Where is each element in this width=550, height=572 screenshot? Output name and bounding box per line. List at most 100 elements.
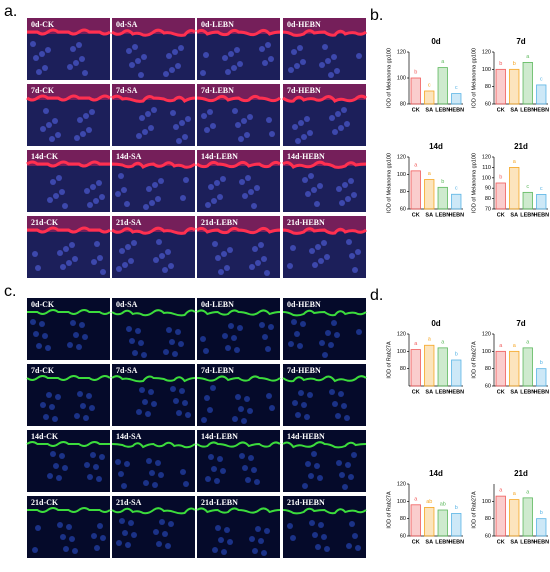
stain-line	[27, 507, 111, 513]
nucleus	[309, 520, 315, 526]
nucleus	[40, 402, 46, 408]
nucleus	[238, 136, 244, 142]
nucleus	[63, 546, 69, 552]
nucleus	[208, 454, 214, 460]
nucleus	[294, 331, 300, 337]
chart-title: 7d	[516, 319, 525, 328]
panel-letter: a.	[4, 3, 17, 20]
x-tick-label: SA	[510, 539, 518, 545]
nucleus	[207, 109, 213, 115]
y-tick-label: 80	[400, 366, 406, 372]
nucleus	[135, 328, 141, 334]
micrograph	[112, 430, 195, 492]
nucleus	[35, 265, 41, 271]
nucleus	[244, 396, 250, 402]
y-tick-label: 80	[485, 366, 491, 372]
bar	[424, 344, 435, 387]
y-axis-label: IOD of Rab27A	[386, 341, 392, 379]
nucleus	[231, 65, 237, 71]
nucleus	[182, 134, 188, 140]
image-label: 7d-SA	[116, 366, 138, 375]
nucleus	[80, 403, 86, 409]
bar	[424, 506, 435, 537]
stain-band	[112, 18, 195, 34]
nucleus	[99, 454, 105, 460]
bar	[451, 359, 462, 387]
nucleus	[301, 134, 307, 140]
significance-letter: c	[540, 186, 543, 192]
nucleus	[32, 251, 38, 257]
significance-letter: c	[540, 76, 543, 82]
nucleus	[122, 530, 128, 536]
y-tick-label: 100	[397, 499, 406, 505]
nucleus	[56, 175, 62, 181]
nucleus	[67, 342, 73, 348]
significance-letter: a	[526, 339, 530, 345]
stain-band	[283, 150, 366, 166]
nucleus	[121, 187, 127, 193]
nucleus	[139, 115, 145, 121]
nucleus	[317, 183, 323, 189]
nucleus	[315, 244, 321, 250]
nucleus	[66, 524, 72, 530]
nucleus	[200, 336, 206, 342]
nucleus	[331, 320, 337, 326]
image-label: 0d-LEBN	[201, 20, 234, 29]
nucleus	[297, 45, 303, 51]
nucleus	[307, 392, 313, 398]
nucleus	[298, 120, 304, 126]
nucleus	[86, 127, 92, 133]
nucleus	[339, 472, 345, 478]
x-tick-label: CK	[497, 389, 505, 395]
nucleus	[268, 324, 274, 330]
nucleus	[99, 194, 105, 200]
nucleus	[76, 344, 82, 350]
x-tick-label: CK	[412, 389, 420, 395]
nucleus	[314, 463, 320, 469]
nucleus	[128, 520, 134, 526]
nucleus	[90, 184, 96, 190]
nucleus	[227, 247, 233, 253]
nucleus	[47, 197, 53, 203]
nucleus	[46, 392, 52, 398]
bar	[424, 179, 435, 210]
nucleus	[344, 415, 350, 421]
x-tick-label: LEBN	[435, 389, 450, 395]
significance-letter: a	[513, 343, 517, 349]
y-tick-label: 100	[397, 75, 406, 81]
nucleus	[84, 462, 90, 468]
nucleus	[118, 471, 124, 477]
nucleus	[79, 322, 85, 328]
x-tick-label: HEBN	[448, 107, 464, 113]
nucleus	[335, 413, 341, 419]
nucleus	[295, 412, 301, 418]
nucleus	[224, 265, 230, 271]
nucleus	[159, 519, 165, 525]
x-tick-label: HEBN	[448, 389, 464, 395]
nucleus	[258, 242, 264, 248]
nucleus	[251, 203, 257, 209]
stain-band	[283, 216, 366, 232]
significance-letter: b	[499, 61, 502, 67]
nucleus	[227, 539, 233, 545]
nucleus	[94, 241, 100, 247]
y-tick-label: 80	[400, 516, 406, 522]
nucleus	[324, 546, 330, 552]
nucleus	[93, 198, 99, 204]
nucleus	[334, 68, 340, 74]
nucleus	[335, 111, 341, 117]
bar	[522, 497, 533, 537]
significance-letter: a	[513, 491, 517, 497]
image-label: 7d-HEBN	[287, 86, 321, 95]
nucleus	[128, 258, 134, 264]
chart-title: 0d	[431, 319, 440, 328]
image-label: 21d-LEBN	[201, 498, 238, 507]
nucleus	[232, 108, 238, 114]
nucleus	[142, 399, 148, 405]
nucleus	[83, 415, 89, 421]
nucleus	[163, 71, 169, 77]
stain-line	[196, 160, 281, 169]
nucleus	[351, 452, 357, 458]
nucleus	[115, 459, 121, 465]
